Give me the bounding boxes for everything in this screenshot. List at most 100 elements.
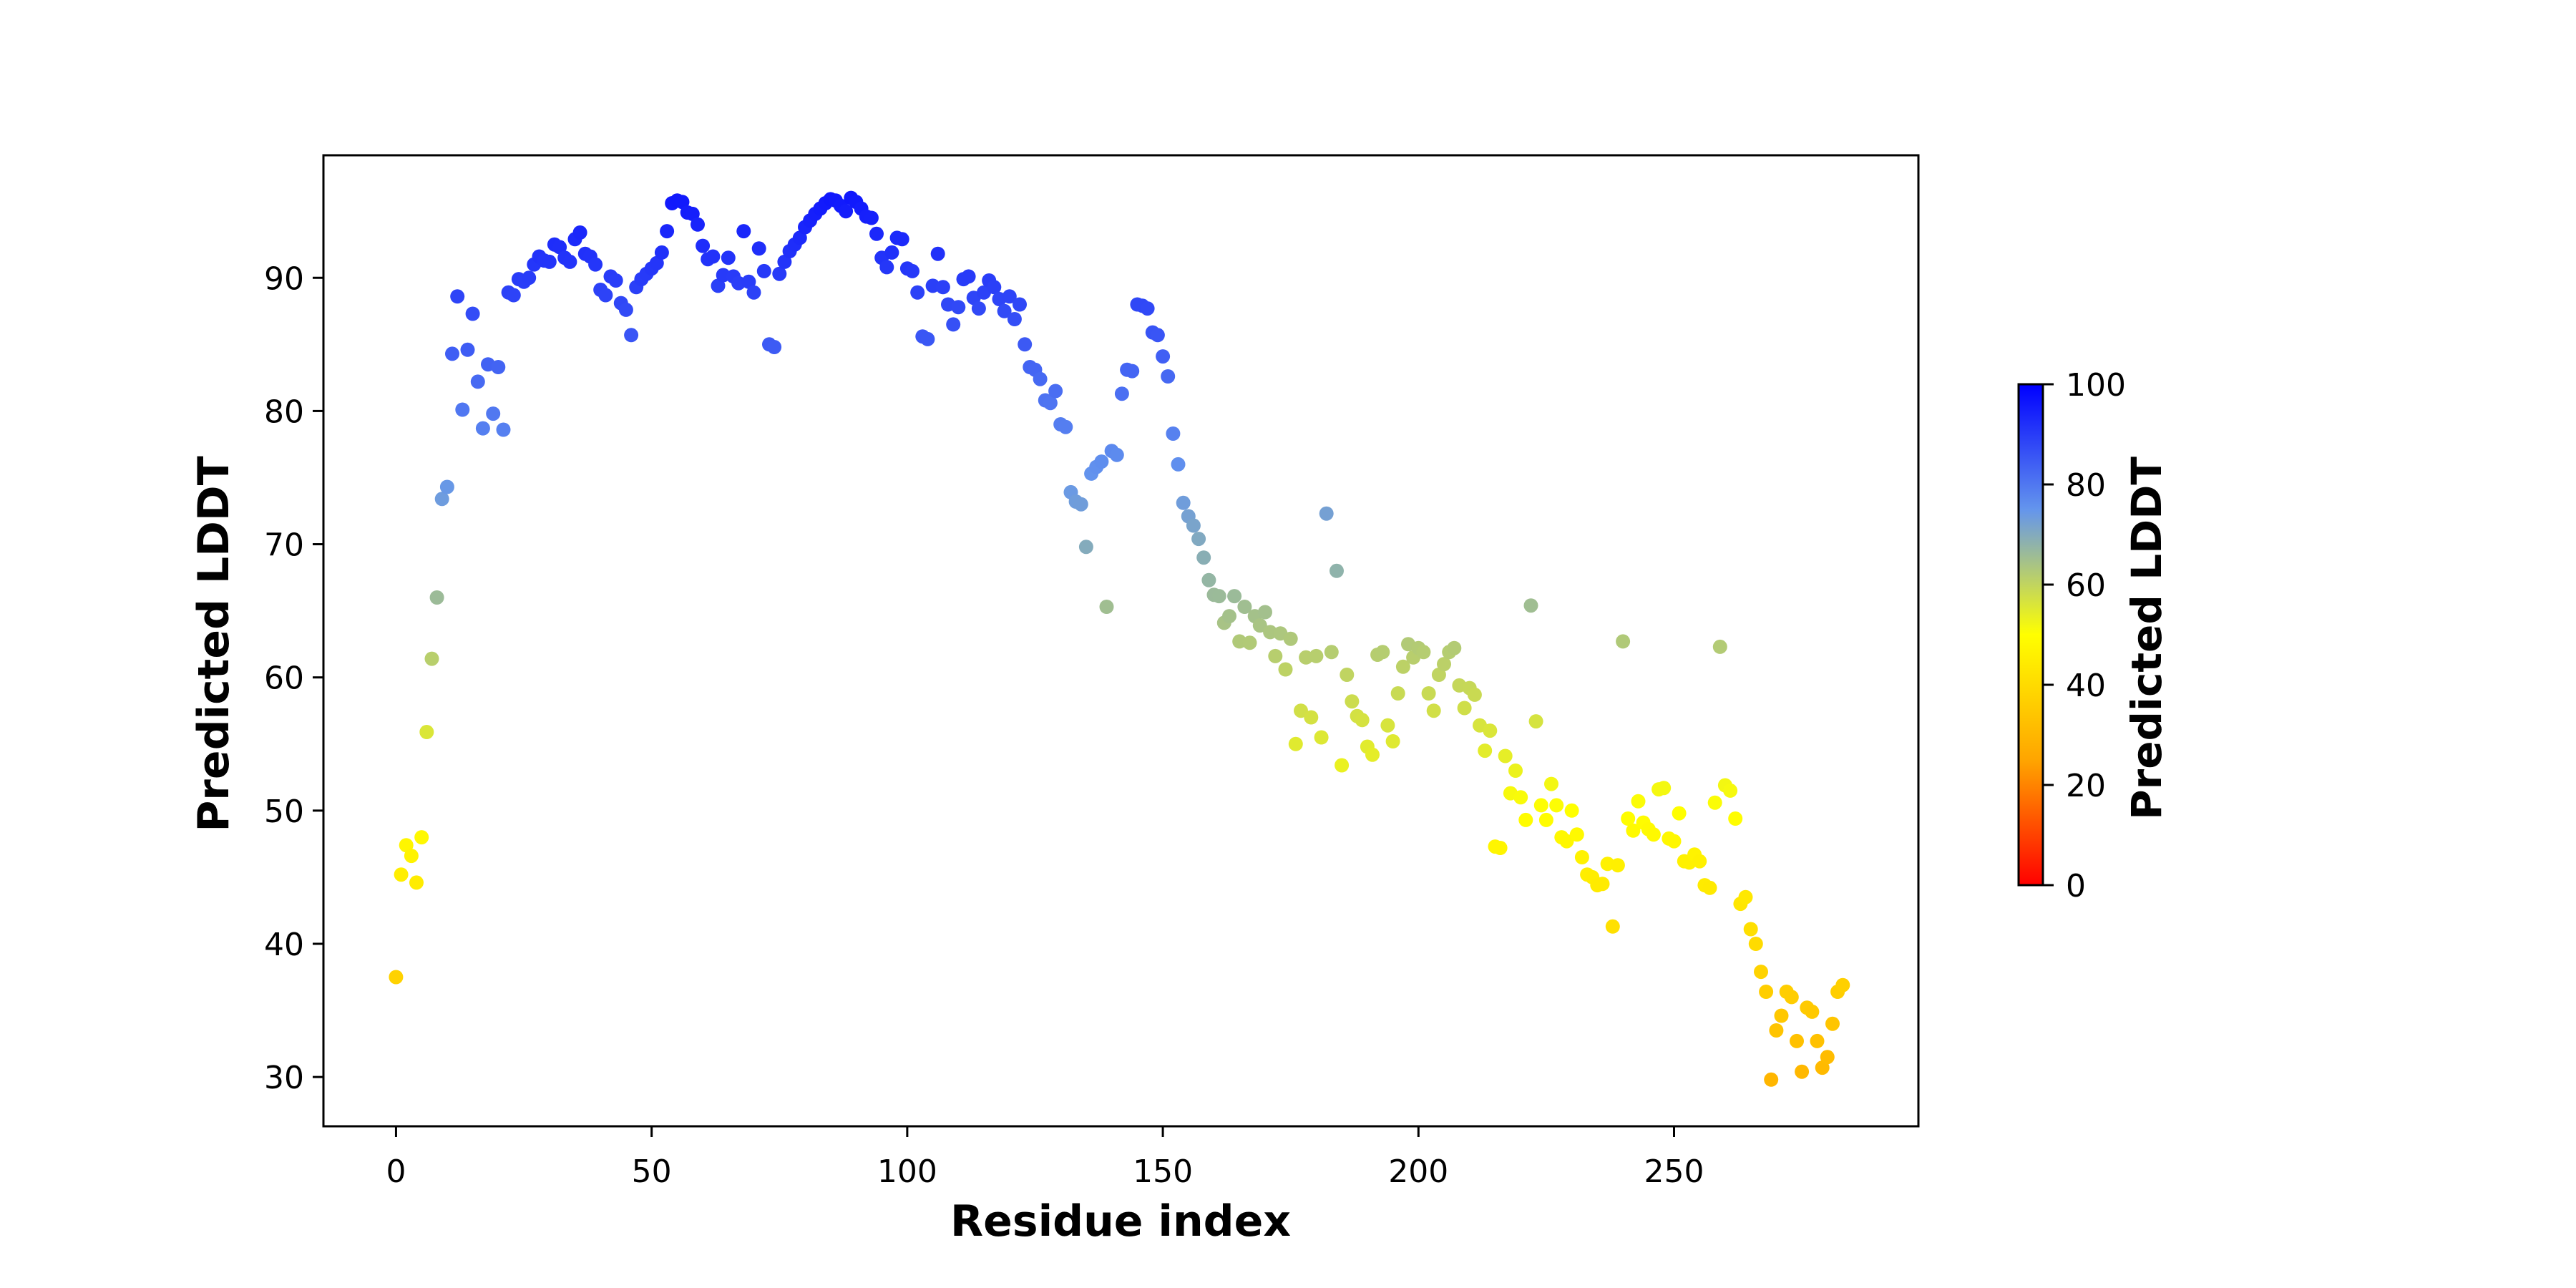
data-point (598, 288, 613, 303)
data-point (608, 273, 623, 288)
data-point (1196, 550, 1211, 565)
x-tick-label: 200 (1388, 1153, 1448, 1190)
data-point (465, 306, 480, 321)
y-tick-label: 70 (264, 527, 304, 564)
data-point (1073, 497, 1088, 512)
data-point (445, 346, 459, 361)
data-point (1621, 811, 1636, 826)
data-point (1559, 834, 1574, 849)
data-point (434, 492, 449, 507)
data-point (1610, 858, 1625, 873)
data-point (1549, 798, 1564, 813)
data-point (1048, 384, 1063, 399)
data-point (1288, 736, 1303, 751)
colorbar-tick-label: 60 (2066, 567, 2106, 604)
data-point (562, 254, 577, 269)
data-point (1094, 454, 1109, 469)
data-point (1335, 758, 1350, 773)
data-point (394, 867, 409, 882)
data-point (1099, 600, 1114, 614)
data-point (1764, 1072, 1779, 1087)
data-point (1810, 1033, 1825, 1048)
x-tick-label: 150 (1133, 1153, 1193, 1190)
data-point (1166, 426, 1181, 441)
x-axis-label: Residue index (950, 1196, 1292, 1246)
data-point (1528, 714, 1543, 729)
data-point (706, 249, 721, 264)
colorbar-tick-label: 0 (2066, 868, 2086, 904)
data-point (675, 195, 690, 210)
data-point (1431, 668, 1446, 682)
data-point (1493, 841, 1508, 855)
y-tick-label: 90 (264, 260, 304, 297)
data-point (1784, 990, 1799, 1005)
data-point (1426, 703, 1441, 718)
data-point (552, 240, 567, 255)
data-point (1754, 965, 1768, 980)
data-point (429, 590, 444, 605)
data-point (439, 479, 454, 494)
data-point (1345, 694, 1360, 709)
data-point (1569, 827, 1584, 842)
data-point (1702, 880, 1717, 895)
data-point (1707, 795, 1722, 810)
data-point (869, 226, 884, 241)
data-point (1201, 572, 1216, 587)
data-point (721, 250, 736, 265)
data-point (951, 300, 966, 315)
x-axis-ticks: 0 50 100 150 200 250 (386, 1126, 1704, 1190)
data-point (1769, 1023, 1784, 1038)
data-point (1252, 618, 1267, 633)
data-point (1483, 723, 1498, 738)
data-point (1340, 668, 1355, 682)
data-point (864, 210, 879, 225)
data-point (455, 402, 470, 417)
data-point (1508, 763, 1523, 778)
data-point (920, 331, 935, 346)
colorbar-gradient (2019, 384, 2043, 885)
data-point (1712, 639, 1727, 654)
data-point (685, 206, 700, 221)
data-point (522, 270, 537, 286)
data-point (1171, 457, 1186, 472)
data-point (1447, 640, 1462, 655)
data-point (1815, 1060, 1830, 1075)
data-point (736, 224, 751, 239)
data-point (905, 263, 919, 278)
data-point (1605, 919, 1620, 934)
data-point (930, 246, 945, 261)
data-point (1324, 645, 1339, 660)
y-tick-label: 30 (264, 1060, 304, 1096)
data-point (997, 303, 1012, 318)
data-point (1380, 718, 1395, 733)
data-point (1390, 686, 1405, 701)
data-point (506, 288, 521, 303)
data-point (1748, 937, 1763, 951)
data-point (649, 255, 664, 270)
data-point (404, 849, 419, 864)
data-point (588, 257, 603, 272)
data-point (777, 254, 792, 269)
data-point (496, 422, 511, 437)
data-point (1125, 364, 1140, 379)
x-tick-label: 50 (632, 1153, 672, 1190)
data-point (741, 274, 756, 289)
data-point (1835, 977, 1850, 992)
x-tick-label: 0 (386, 1153, 406, 1190)
data-point (424, 651, 439, 666)
data-point (1595, 877, 1610, 892)
data-point (1002, 289, 1017, 304)
data-point (486, 406, 501, 421)
data-point (1007, 312, 1022, 326)
data-point (971, 301, 986, 316)
data-point (1421, 686, 1436, 701)
data-point (910, 285, 925, 300)
data-point (1759, 985, 1774, 999)
data-point (1774, 1008, 1789, 1023)
data-point (1242, 635, 1257, 650)
data-point (1375, 645, 1390, 660)
data-point (1574, 850, 1589, 864)
data-point (654, 245, 669, 260)
